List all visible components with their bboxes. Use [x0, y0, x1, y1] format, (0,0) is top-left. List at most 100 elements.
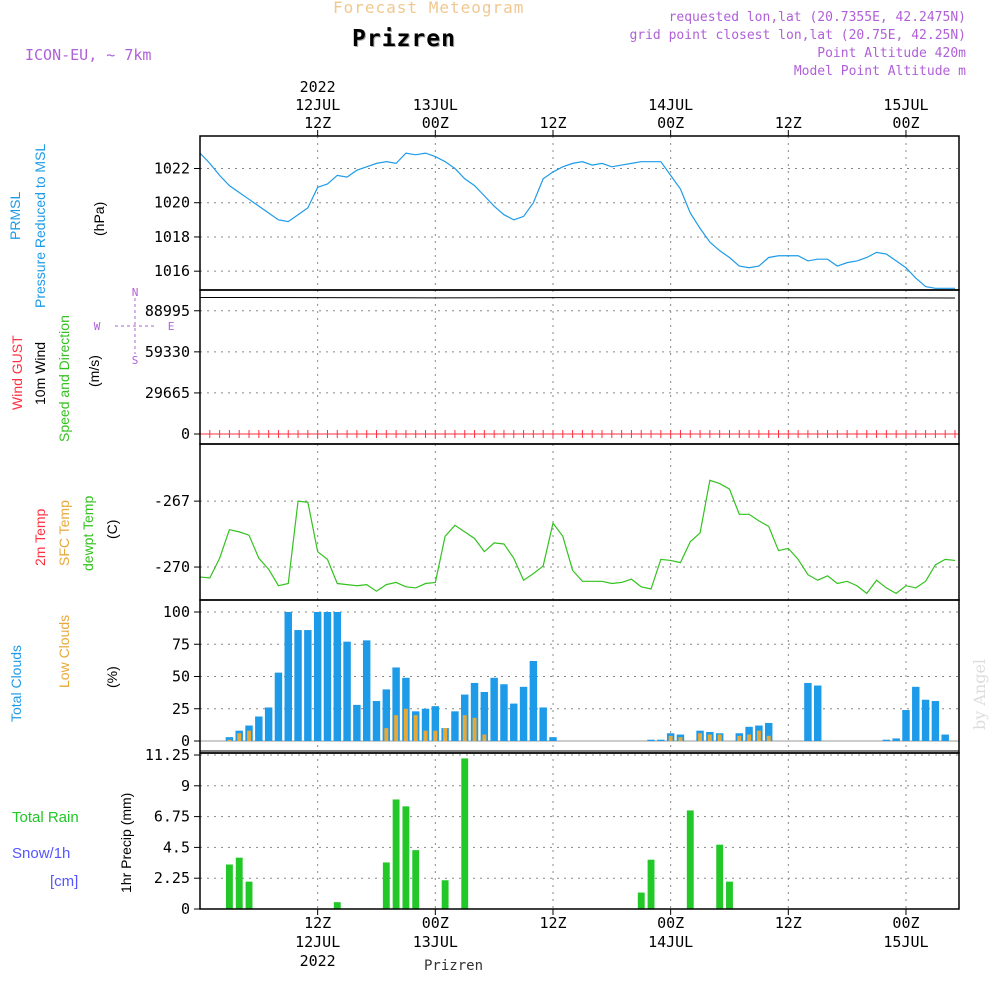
bottom-hour-label: 00Z — [892, 914, 919, 932]
total-clouds-bar — [892, 738, 900, 741]
precip-tick-label: 2.25 — [154, 869, 190, 887]
temp-tick-label: -270 — [154, 558, 190, 576]
precip-tick-label: 0 — [181, 900, 190, 918]
total-clouds-bar — [519, 686, 528, 741]
rain-bar — [412, 850, 420, 909]
low-clouds-bar — [747, 734, 752, 741]
top-hour-label: 00Z — [657, 114, 684, 132]
total-clouds-bar — [313, 612, 322, 741]
rain-bar — [686, 810, 694, 909]
total-clouds-bar — [264, 707, 273, 741]
total-clouds-bar — [343, 641, 351, 741]
pressure-tick-label: 1022 — [154, 160, 190, 178]
low-clouds-bar — [717, 734, 722, 741]
total-clouds-bar — [549, 737, 557, 741]
bottom-date-label: 13JUL — [413, 933, 458, 951]
rain-bar — [333, 902, 341, 909]
total-clouds-bar — [539, 707, 547, 741]
total-clouds-bar — [304, 630, 312, 741]
rain-bar — [637, 892, 645, 909]
low-clouds-bar — [678, 737, 683, 741]
wind-tick-label: 0 — [181, 425, 190, 443]
pressure-panel-frame — [199, 135, 960, 291]
compass-north: N — [132, 286, 139, 299]
total-clouds-bar — [764, 722, 773, 741]
low-clouds-bar — [394, 715, 399, 741]
total-clouds-bar — [902, 710, 910, 741]
total-clouds-bar — [470, 682, 479, 741]
clouds-tick-label: 100 — [163, 603, 190, 621]
bottom-hour-label: 12Z — [775, 914, 802, 932]
bottom-location: Prizren — [424, 958, 484, 974]
bottom-hour-label: 00Z — [422, 914, 449, 932]
top-date-label: 12JUL — [295, 96, 340, 114]
snow-label: Snow/1h — [12, 845, 71, 862]
total-clouds-bar — [657, 739, 665, 741]
total-clouds-bar — [882, 739, 891, 741]
rain-bar — [402, 806, 410, 909]
total-clouds-bar — [372, 701, 381, 741]
bottom-hour-label: 12Z — [304, 914, 331, 932]
total-clouds-bar — [931, 701, 940, 741]
top-hour-label: 00Z — [422, 114, 449, 132]
total-clouds-bar — [255, 716, 263, 741]
bottom-date-label: 12JUL — [295, 933, 340, 951]
rain-bar — [441, 880, 449, 909]
rain-bar — [647, 859, 655, 909]
wind-tick-label: 29665 — [145, 384, 190, 402]
total-clouds-bar — [294, 630, 302, 741]
low-clouds-bar — [403, 708, 408, 741]
rain-bar — [461, 758, 469, 909]
bottom-year-label: 2022 — [300, 952, 336, 970]
low-clouds-bar — [247, 730, 251, 741]
pressure-tick-label: 1020 — [154, 194, 190, 212]
low-clouds-bar — [698, 733, 703, 741]
precip-panel-frame — [199, 752, 960, 910]
grid-point-coords: grid point closest lon,lat (20.75E, 42.2… — [629, 28, 966, 43]
top-hour-label: 12Z — [775, 114, 802, 132]
total-clouds-bar — [392, 667, 400, 741]
rain-bar — [726, 881, 733, 909]
total-clouds-bar — [490, 677, 498, 741]
top-date-label: 13JUL — [413, 96, 458, 114]
compass-east: E — [168, 320, 175, 333]
bottom-date-label: 15JUL — [883, 933, 928, 951]
rain-bar — [235, 857, 243, 909]
total-clouds-bar — [431, 706, 440, 741]
pressure-tick-label: 1016 — [154, 262, 190, 280]
wind-panel-frame — [199, 289, 960, 445]
total-clouds-bar — [529, 661, 538, 741]
top-hour-label: 12Z — [539, 114, 566, 132]
precip-tick-label: 4.5 — [163, 838, 190, 856]
model-label: ICON-EU, ~ 7km — [25, 46, 152, 64]
total-clouds-bar — [480, 691, 489, 741]
low-clouds-bar — [384, 728, 389, 741]
clouds-tick-label: 25 — [172, 700, 190, 718]
total-clouds-bar — [647, 739, 655, 741]
low-clouds-bar — [227, 739, 232, 741]
requested-coords: requested lon,lat (20.7355E, 42.2475N) — [668, 10, 966, 25]
precip-tick-label: 9 — [181, 777, 190, 795]
rain-bar — [716, 844, 724, 909]
rain-bar — [245, 881, 253, 909]
top-hour-label: 00Z — [892, 114, 919, 132]
precip-tick-label: 6.75 — [154, 808, 190, 826]
top-hour-label: 12Z — [304, 114, 331, 132]
total-clouds-bar — [814, 685, 822, 741]
low-clouds-bar — [737, 735, 742, 741]
total-clouds-bar — [382, 689, 391, 741]
rain-bar — [225, 864, 233, 909]
bottom-date-label: 14JUL — [648, 933, 693, 951]
pressure-line — [199, 152, 955, 289]
low-clouds-bar — [766, 735, 771, 741]
rain-bar — [392, 799, 400, 909]
precip-tick-label: 11.25 — [145, 746, 190, 764]
total-clouds-bar — [353, 704, 361, 741]
total-clouds-bar — [451, 711, 459, 741]
bottom-hour-label: 00Z — [657, 914, 684, 932]
top-date-label: 14JUL — [648, 96, 693, 114]
low-clouds-bar — [413, 715, 418, 741]
rain-bar — [382, 862, 390, 909]
clouds-tick-label: 50 — [172, 668, 190, 686]
